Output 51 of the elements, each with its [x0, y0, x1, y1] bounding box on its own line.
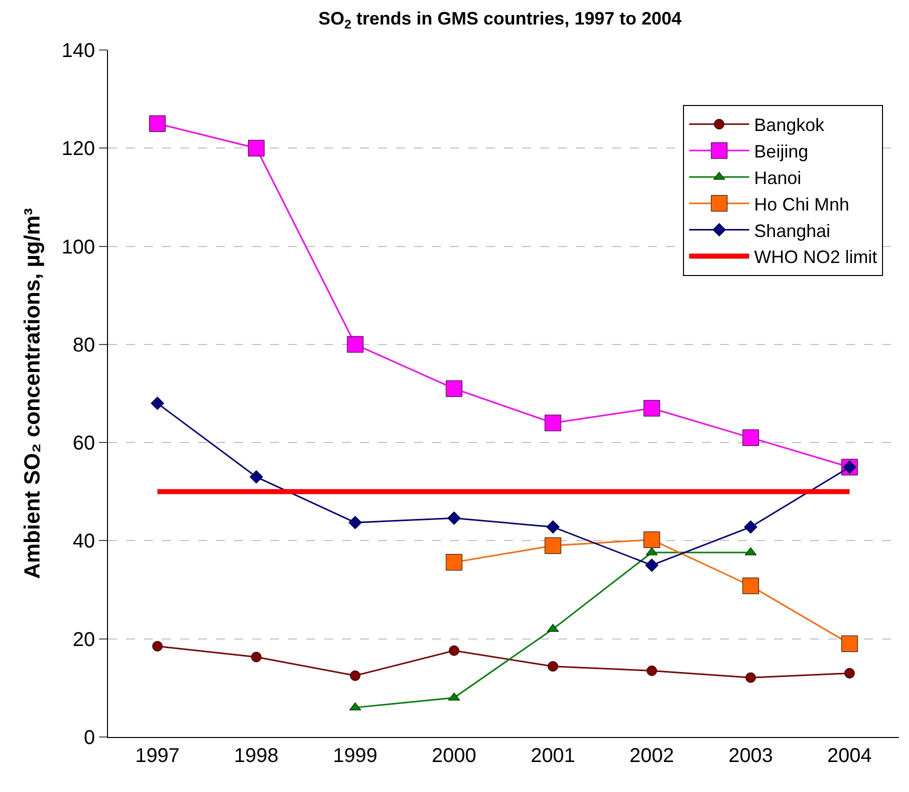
x-tick-label: 2002 [630, 745, 674, 767]
legend-label: Beijing [754, 142, 808, 162]
point [546, 520, 560, 534]
point [152, 640, 163, 652]
point [644, 400, 660, 416]
x-tick-label: 1999 [332, 745, 378, 767]
point [646, 666, 658, 676]
point [447, 511, 461, 525]
point [544, 537, 562, 554]
point [248, 140, 265, 156]
point [644, 531, 660, 548]
y-tick-label: 40 [72, 530, 95, 553]
y-tick-label: 100 [62, 236, 95, 258]
point [744, 520, 758, 534]
point [446, 554, 462, 571]
y-tick-label: 80 [72, 334, 95, 356]
point [745, 672, 756, 683]
point [645, 558, 659, 572]
y-tick-label: 0 [84, 727, 95, 749]
x-tick-label: 2003 [728, 745, 773, 767]
legend-label: Bangkok [754, 115, 826, 136]
y-tick-label: 20 [72, 628, 95, 651]
point [844, 668, 855, 678]
y-tick-label: 60 [72, 432, 95, 455]
y-tick-label: 120 [62, 138, 95, 160]
x-tick-label: 1997 [135, 745, 180, 767]
legend-label: Ho Chi Mnh [754, 194, 850, 214]
point [150, 396, 164, 410]
point [448, 645, 460, 656]
x-tick-label: 2004 [827, 745, 872, 767]
point [348, 516, 362, 530]
point [742, 429, 759, 446]
point [841, 636, 858, 652]
point [250, 470, 264, 484]
point [149, 115, 166, 132]
x-tick-label: 2001 [530, 745, 576, 767]
point [544, 414, 562, 432]
point [446, 380, 462, 397]
legend-label: WHO NO2 limit [754, 247, 878, 268]
point [548, 661, 558, 672]
chart-title: SO$_{2}$ trends in GMS countries, 1997 to 2004 [318, 8, 682, 32]
y-axis-title: Ambient SO₂ concentrations, µg/m³ [19, 208, 44, 579]
point [346, 336, 364, 353]
point [350, 670, 360, 681]
y-tick-label: 140 [62, 40, 95, 62]
legend-label: Shanghai [754, 220, 830, 241]
point [742, 578, 759, 594]
x-tick-label: 1998 [234, 745, 279, 767]
point [251, 652, 262, 662]
legend-label: Hanoi [754, 168, 802, 188]
x-tick-label: 2000 [432, 745, 476, 767]
